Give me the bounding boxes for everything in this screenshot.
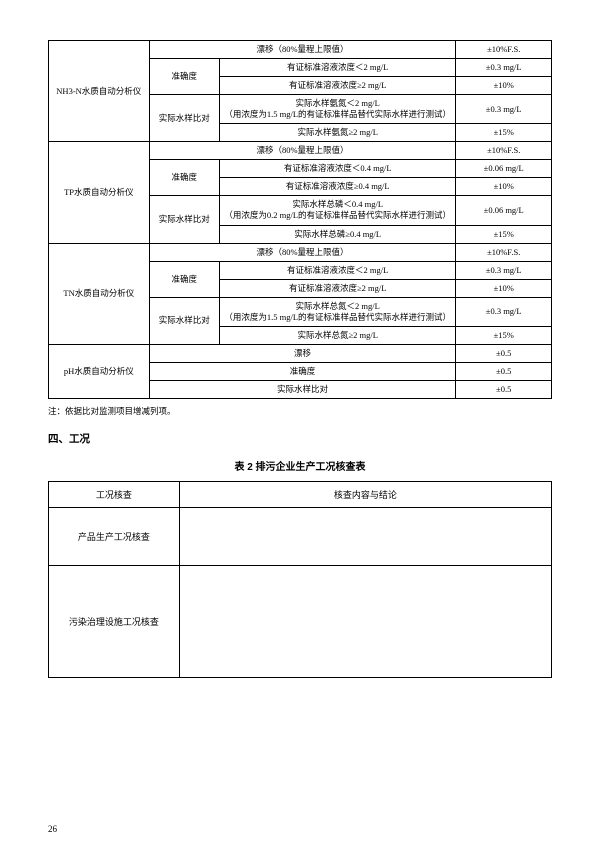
- spec-cell-0-1: 漂移（80%量程上限值）: [149, 41, 456, 59]
- spec-cell-5-2: ±10%F.S.: [456, 142, 552, 160]
- spec-cell-8-0: 实际水样比对: [149, 196, 219, 243]
- spec-cell-6-0: 准确度: [149, 160, 219, 196]
- spec-cell-2-0: 有证标准溶液浓度≥2 mg/L: [220, 77, 456, 95]
- spec-cell-1-1: 有证标准溶液浓度＜2 mg/L: [220, 59, 456, 77]
- spec-cell-8-1: 实际水样总磷＜0.4 mg/L（用浓度为0.2 mg/L的有证标准样品替代实际水…: [220, 196, 456, 225]
- spec-cell-12-1: ±10%: [456, 279, 552, 297]
- spec-cell-13-1: 实际水样总氮＜2 mg/L（用浓度为1.5 mg/L的有证标准样品替代实际水样进…: [220, 297, 456, 326]
- inspection-table: 工况核查 核查内容与结论 产品生产工况核查 污染治理设施工况核查: [48, 481, 552, 678]
- spec-cell-7-0: 有证标准溶液浓度≥0.4 mg/L: [220, 178, 456, 196]
- t2-row0-label: 产品生产工况核查: [49, 507, 180, 565]
- t2-row1-label: 污染治理设施工况核查: [49, 565, 180, 677]
- spec-cell-8-2: ±0.06 mg/L: [456, 196, 552, 225]
- spec-cell-7-1: ±10%: [456, 178, 552, 196]
- spec-cell-0-2: ±10%F.S.: [456, 41, 552, 59]
- spec-cell-2-1: ±10%: [456, 77, 552, 95]
- t2-row0-content: [179, 507, 551, 565]
- spec-cell-9-0: 实际水样总磷≥0.4 mg/L: [220, 225, 456, 243]
- t2-row1-content: [179, 565, 551, 677]
- table-note: 注：依据比对监测项目增减列项。: [48, 405, 552, 417]
- spec-cell-6-2: ±0.06 mg/L: [456, 160, 552, 178]
- spec-cell-3-0: 实际水样比对: [149, 95, 219, 142]
- spec-cell-16-1: ±0.5: [456, 362, 552, 380]
- spec-cell-1-2: ±0.3 mg/L: [456, 59, 552, 77]
- page-number: 26: [48, 824, 57, 834]
- spec-cell-15-0: pH水质自动分析仪: [49, 344, 150, 398]
- spec-cell-17-0: 实际水样比对: [149, 380, 456, 398]
- spec-cell-13-0: 实际水样比对: [149, 297, 219, 344]
- section-heading: 四、工况: [48, 431, 552, 446]
- spec-cell-17-1: ±0.5: [456, 380, 552, 398]
- t2-head-1: 核查内容与结论: [179, 481, 551, 507]
- spec-cell-11-2: ±0.3 mg/L: [456, 261, 552, 279]
- spec-cell-12-0: 有证标准溶液浓度≥2 mg/L: [220, 279, 456, 297]
- t2-head-0: 工况核查: [49, 481, 180, 507]
- table2-caption: 表 2 排污企业生产工况核查表: [48, 458, 552, 473]
- spec-cell-5-0: TP水质自动分析仪: [49, 142, 150, 243]
- spec-cell-9-1: ±15%: [456, 225, 552, 243]
- spec-table: NH3-N水质自动分析仪漂移（80%量程上限值）±10%F.S.准确度有证标准溶…: [48, 40, 552, 399]
- spec-cell-11-1: 有证标准溶液浓度＜2 mg/L: [220, 261, 456, 279]
- spec-cell-4-1: ±15%: [456, 124, 552, 142]
- spec-cell-6-1: 有证标准溶液浓度＜0.4 mg/L: [220, 160, 456, 178]
- spec-cell-15-1: 漂移: [149, 344, 456, 362]
- spec-cell-16-0: 准确度: [149, 362, 456, 380]
- spec-cell-10-1: 漂移（80%量程上限值）: [149, 243, 456, 261]
- spec-cell-15-2: ±0.5: [456, 344, 552, 362]
- spec-cell-1-0: 准确度: [149, 59, 219, 95]
- spec-cell-0-0: NH3-N水质自动分析仪: [49, 41, 150, 142]
- spec-cell-5-1: 漂移（80%量程上限值）: [149, 142, 456, 160]
- spec-cell-13-2: ±0.3 mg/L: [456, 297, 552, 326]
- spec-cell-14-1: ±15%: [456, 326, 552, 344]
- spec-cell-11-0: 准确度: [149, 261, 219, 297]
- spec-cell-14-0: 实际水样总氮≥2 mg/L: [220, 326, 456, 344]
- spec-cell-3-2: ±0.3 mg/L: [456, 95, 552, 124]
- spec-cell-10-2: ±10%F.S.: [456, 243, 552, 261]
- spec-cell-10-0: TN水质自动分析仪: [49, 243, 150, 344]
- spec-cell-4-0: 实际水样氨氮≥2 mg/L: [220, 124, 456, 142]
- spec-cell-3-1: 实际水样氨氮＜2 mg/L（用浓度为1.5 mg/L的有证标准样品替代实际水样进…: [220, 95, 456, 124]
